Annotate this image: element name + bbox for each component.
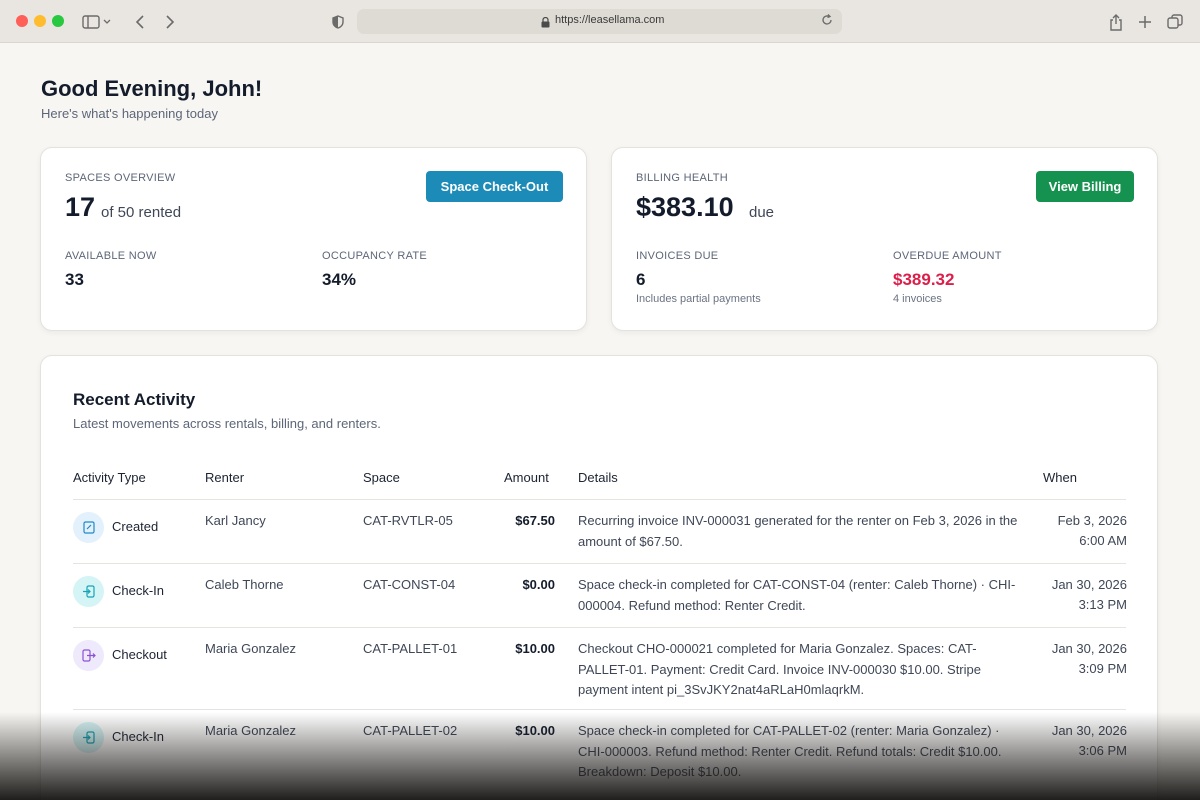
column-header-amount: Amount <box>504 470 549 485</box>
minimize-window-button[interactable] <box>34 15 46 27</box>
activity-date: Jan 30, 2026 <box>1051 577 1127 592</box>
table-row[interactable]: Created Karl Jancy CAT-RVTLR-05 $67.50 R… <box>41 500 1159 563</box>
column-header-space: Space <box>363 470 400 485</box>
activity-date: Jan 30, 2026 <box>1051 641 1127 656</box>
activity-type: Checkout <box>112 647 167 662</box>
activity-date: Feb 3, 2026 <box>1057 513 1127 528</box>
spaces-overview-label: SPACES OVERVIEW <box>65 172 176 184</box>
space-check-out-button[interactable]: Space Check-Out <box>426 171 563 202</box>
activity-time: 3:09 PM <box>1078 661 1127 676</box>
renter-name: Caleb Thorne <box>205 577 284 592</box>
occupancy-rate-label: OCCUPANCY RATE <box>322 250 428 262</box>
column-header-details: Details <box>578 470 618 485</box>
activity-details: Space check-in completed for CAT-CONST-0… <box>578 577 1016 613</box>
activity-when: Feb 3, 2026 6:00 AM <box>1017 511 1127 551</box>
space-id: CAT-CONST-04 <box>363 577 456 592</box>
overdue-amount-label: OVERDUE AMOUNT <box>893 250 1002 262</box>
table-row[interactable]: Check-In Maria Gonzalez CAT-PALLET-02 $1… <box>41 710 1159 800</box>
activity-type: Check-In <box>112 729 165 744</box>
amount: $0.00 <box>522 577 555 592</box>
rented-count: 17 <box>65 192 96 222</box>
invoice-icon <box>73 512 104 543</box>
recent-activity-subtitle: Latest movements across rentals, billing… <box>73 416 381 431</box>
tab-overview-icon[interactable] <box>1165 12 1185 32</box>
privacy-shield-icon[interactable] <box>328 12 348 32</box>
row-divider <box>73 709 1126 710</box>
activity-date: Jan 30, 2026 <box>1051 723 1127 738</box>
activity-type: Check-In <box>112 583 165 598</box>
billing-health-label: BILLING HEALTH <box>636 172 729 184</box>
overdue-amount-value: $389.32 <box>893 270 955 289</box>
invoices-due-note: Includes partial payments <box>636 293 761 305</box>
close-window-button[interactable] <box>16 15 28 27</box>
page-title: Good Evening, John! <box>41 76 263 101</box>
space-id: CAT-PALLET-01 <box>363 641 458 656</box>
activity-when: Jan 30, 2026 3:09 PM <box>1017 639 1127 679</box>
activity-when: Jan 30, 2026 3:13 PM <box>1017 575 1127 615</box>
check-in-icon <box>73 722 104 753</box>
reload-icon[interactable] <box>820 13 834 32</box>
activity-time: 6:00 AM <box>1079 533 1127 548</box>
renter-name: Maria Gonzalez <box>205 641 297 656</box>
address-bar[interactable]: https://leasellama.com <box>357 9 842 34</box>
recent-activity-card: Recent Activity Latest movements across … <box>40 355 1158 800</box>
activity-type: Created <box>112 519 159 534</box>
activity-details: Space check-in completed for CAT-PALLET-… <box>578 723 1002 779</box>
renter-name: Maria Gonzalez <box>205 723 297 738</box>
share-icon[interactable] <box>1106 12 1126 32</box>
activity-details: Recurring invoice INV-000031 generated f… <box>578 513 1018 549</box>
amount: $10.00 <box>515 641 555 656</box>
invoices-due-label: INVOICES DUE <box>636 250 719 262</box>
row-divider <box>73 627 1126 628</box>
recent-activity-title: Recent Activity <box>73 390 196 409</box>
rented-suffix: of 50 rented <box>101 204 182 221</box>
space-id: CAT-PALLET-02 <box>363 723 458 738</box>
activity-details: Checkout CHO-000021 completed for Maria … <box>578 641 981 697</box>
dashboard-page: Good Evening, John! Here's what's happen… <box>0 43 1200 800</box>
activity-time: 3:06 PM <box>1078 743 1127 758</box>
column-header-renter: Renter <box>205 470 245 485</box>
forward-icon[interactable] <box>160 12 180 32</box>
back-icon[interactable] <box>130 12 150 32</box>
available-now-label: AVAILABLE NOW <box>65 250 157 262</box>
overdue-amount-note: 4 invoices <box>893 293 942 305</box>
check-out-icon <box>73 640 104 671</box>
invoices-due-value: 6 <box>636 270 646 289</box>
activity-when: Jan 30, 2026 3:06 PM <box>1017 721 1127 761</box>
table-row[interactable]: Checkout Maria Gonzalez CAT-PALLET-01 $1… <box>41 628 1159 709</box>
activity-time: 3:13 PM <box>1078 597 1127 612</box>
view-billing-button[interactable]: View Billing <box>1036 171 1134 202</box>
header-divider <box>73 499 1126 500</box>
billing-amount-due: $383.10 <box>636 192 734 222</box>
column-header-when: When <box>1043 470 1077 485</box>
space-id: CAT-RVTLR-05 <box>363 513 453 528</box>
billing-due-suffix: due <box>749 204 775 221</box>
new-tab-icon[interactable] <box>1135 12 1155 32</box>
row-divider <box>73 563 1126 564</box>
sidebar-toggle-icon[interactable] <box>80 12 114 32</box>
check-in-icon <box>73 576 104 607</box>
maximize-window-button[interactable] <box>52 15 64 27</box>
available-now-value: 33 <box>65 270 84 289</box>
column-header-activity-type: Activity Type <box>73 470 146 485</box>
amount: $10.00 <box>515 723 555 738</box>
table-row[interactable]: Check-In Caleb Thorne CAT-CONST-04 $0.00… <box>41 564 1159 627</box>
lock-icon <box>541 15 550 33</box>
spaces-overview-card: SPACES OVERVIEW 17 of 50 rented Space Ch… <box>40 147 587 331</box>
browser-toolbar: https://leasellama.com <box>0 0 1200 43</box>
amount: $67.50 <box>515 513 555 528</box>
renter-name: Karl Jancy <box>205 513 266 528</box>
url-text: https://leasellama.com <box>555 14 665 26</box>
billing-health-card: BILLING HEALTH $383.10 due View Billing … <box>611 147 1158 331</box>
page-subtitle: Here's what's happening today <box>41 106 218 121</box>
occupancy-rate-value: 34% <box>322 270 357 289</box>
